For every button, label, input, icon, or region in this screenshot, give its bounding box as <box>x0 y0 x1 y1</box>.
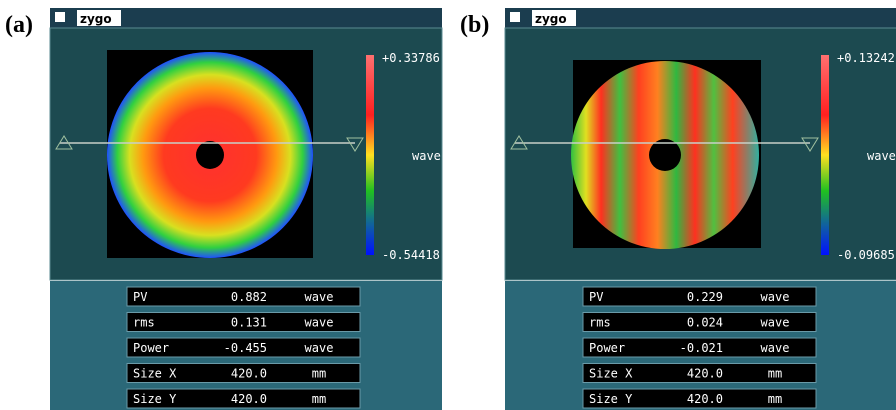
stat-value: 0.024 <box>687 316 723 330</box>
stat-unit: mm <box>768 367 782 381</box>
center-hole <box>196 141 224 169</box>
stat-value: 0.131 <box>231 316 267 330</box>
window-title: zygo <box>80 12 112 26</box>
stat-value: 0.229 <box>687 290 723 304</box>
scale-max: +0.13242 <box>837 51 895 65</box>
window-title: zygo <box>535 12 567 26</box>
scale-unit: wave <box>867 149 896 163</box>
stat-name: PV <box>589 290 603 304</box>
stat-name: PV <box>133 290 147 304</box>
stat-unit: mm <box>312 392 326 406</box>
panel-label: (a) <box>5 12 33 38</box>
stat-name: Size Y <box>589 392 633 406</box>
center-hole <box>649 139 681 171</box>
close-icon <box>510 12 520 22</box>
stat-name: Size X <box>589 367 633 381</box>
stat-unit: mm <box>312 367 326 381</box>
stat-name: rms <box>589 316 611 330</box>
color-bar <box>821 55 829 255</box>
stat-value: 420.0 <box>231 392 267 406</box>
stat-unit: wave <box>761 341 790 355</box>
scale-max: +0.33786 <box>382 51 440 65</box>
stat-unit: mm <box>768 392 782 406</box>
screenshot: (a) zygo +0.33786 -0.54418 wave PV 0.882 wave rm… <box>0 0 896 410</box>
stat-name: Power <box>133 341 169 355</box>
stat-value: -0.455 <box>224 341 267 355</box>
scale-min: -0.54418 <box>382 248 440 262</box>
stat-value: 0.882 <box>231 290 267 304</box>
stat-unit: wave <box>305 316 334 330</box>
stat-value: 420.0 <box>687 392 723 406</box>
stat-unit: wave <box>305 341 334 355</box>
stat-name: rms <box>133 316 155 330</box>
stat-name: Size Y <box>133 392 177 406</box>
scale-unit: wave <box>412 149 441 163</box>
stat-name: Power <box>589 341 625 355</box>
color-bar <box>366 55 374 255</box>
stat-value: 420.0 <box>231 367 267 381</box>
stat-unit: wave <box>761 316 790 330</box>
scale-min: -0.09685 <box>837 248 895 262</box>
stat-unit: wave <box>305 290 334 304</box>
stat-name: Size X <box>133 367 177 381</box>
panel-label: (b) <box>460 12 489 38</box>
stat-unit: wave <box>761 290 790 304</box>
close-icon <box>55 12 65 22</box>
stat-value: 420.0 <box>687 367 723 381</box>
stat-value: -0.021 <box>680 341 723 355</box>
